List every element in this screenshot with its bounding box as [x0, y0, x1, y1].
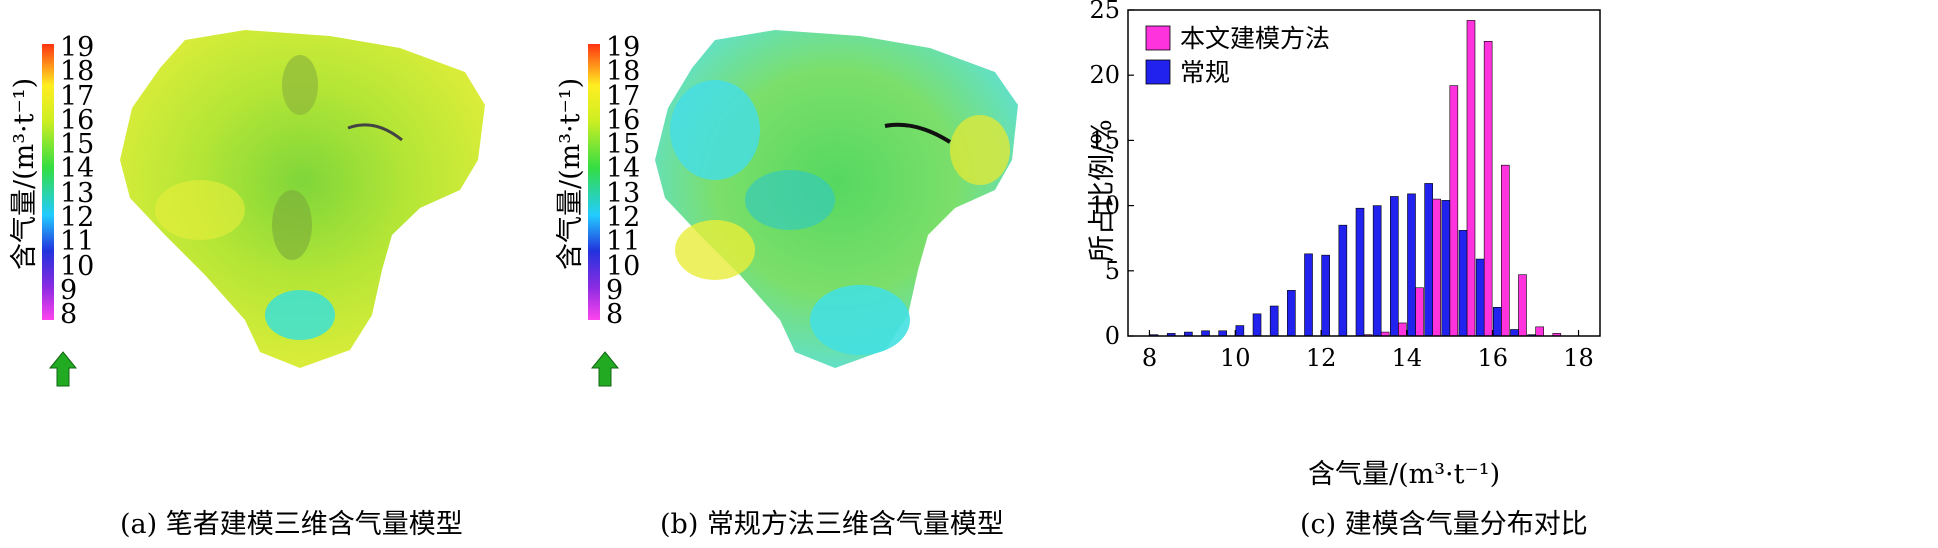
colorbar-ticks-a: 19 18 17 16 15 14 13 12 11 10 9 8 — [60, 32, 95, 331]
colorbar-b — [588, 44, 600, 320]
caption-a: (a) 笔者建模三维含气量模型 — [120, 509, 463, 540]
y-tick-label: 15 — [1089, 126, 1120, 154]
x-tick-label: 16 — [1477, 344, 1508, 372]
bar — [1398, 322, 1407, 337]
anomaly-a4 — [155, 180, 245, 240]
y-tick-label: 25 — [1089, 0, 1120, 24]
panel-b: 19 18 17 16 15 14 13 12 11 10 9 8 含气量/(m… — [540, 0, 1060, 548]
bar — [1535, 326, 1544, 337]
tick: 11 — [60, 226, 95, 258]
tick: 19 — [606, 32, 641, 63]
bar — [1269, 305, 1279, 337]
tick: 15 — [606, 129, 641, 161]
anomaly-b2 — [675, 220, 755, 280]
caption-b: (b) 常规方法三维含气量模型 — [660, 509, 1004, 540]
fault-line-b — [884, 122, 952, 144]
x-tick-label: 12 — [1306, 344, 1337, 372]
panel-a: 19 18 17 16 15 14 13 12 11 10 9 8 含气量/(m… — [0, 0, 620, 548]
model-map-b — [588, 30, 1018, 387]
tick: 13 — [60, 177, 95, 209]
y-axis-label: 所占比例/% — [1087, 119, 1118, 262]
tick: 8 — [60, 299, 78, 331]
tick: 14 — [60, 153, 95, 185]
tick: 10 — [606, 250, 641, 282]
model-map-a — [42, 30, 485, 387]
bar — [1372, 205, 1382, 337]
legend-label: 常规 — [1180, 58, 1230, 87]
legend-swatch — [1145, 25, 1171, 51]
anomaly-b1 — [670, 80, 760, 180]
bar — [1235, 325, 1245, 337]
tick: 9 — [606, 274, 624, 306]
tick: 19 — [60, 32, 95, 63]
bar — [1475, 258, 1485, 337]
bar — [1518, 274, 1527, 337]
bar — [1252, 313, 1262, 337]
bar — [1424, 183, 1433, 337]
colorbar-ticks-b: 19 18 17 16 15 14 13 12 11 10 9 8 — [606, 32, 641, 331]
plot-frame — [1127, 9, 1601, 337]
bar — [1321, 254, 1330, 337]
bar — [1390, 196, 1399, 337]
bar — [1510, 329, 1519, 337]
anomaly-a1 — [282, 55, 318, 115]
legend-swatch — [1145, 59, 1171, 85]
y-tick-label: 5 — [1105, 257, 1120, 285]
anomaly-a2 — [272, 190, 312, 260]
bar — [1432, 198, 1441, 337]
y-tick-label: 20 — [1089, 61, 1120, 89]
arrow-icon — [48, 351, 78, 387]
tick: 10 — [60, 250, 95, 282]
tick: 17 — [60, 80, 95, 112]
tick: 11 — [606, 226, 641, 258]
colorbar-label-b: 含气量/(m³·t⁻¹) — [555, 77, 586, 270]
anomaly-b4 — [950, 115, 1010, 185]
bar — [1501, 164, 1510, 337]
legend-label: 本文建模方法 — [1180, 24, 1330, 53]
bar — [1483, 40, 1493, 337]
y-tick-label: 0 — [1105, 322, 1120, 350]
y-tick-label: 10 — [1089, 192, 1120, 220]
x-tick-label: 18 — [1563, 344, 1594, 372]
colorbar-label-a: 含气量/(m³·t⁻¹) — [9, 77, 40, 270]
tick: 17 — [606, 80, 641, 112]
anomaly-b3 — [810, 285, 910, 355]
x-axis-label: 含气量/(m³·t⁻¹) — [1308, 459, 1501, 490]
tick: 8 — [606, 299, 624, 331]
tick: 14 — [606, 153, 641, 185]
x-tick-label: 10 — [1220, 344, 1251, 372]
bar — [1407, 193, 1416, 337]
anomaly-b5 — [745, 170, 835, 230]
caption-c: (c) 建模含气量分布对比 — [1300, 509, 1588, 540]
tick: 15 — [60, 129, 95, 161]
tick: 12 — [60, 202, 95, 234]
bar — [1466, 20, 1476, 337]
bar — [1287, 290, 1296, 337]
tick: 13 — [606, 177, 641, 209]
bar — [1415, 287, 1424, 337]
tick: 18 — [606, 56, 641, 88]
bar — [1449, 85, 1459, 337]
bar — [1304, 253, 1313, 337]
arrow-icon — [590, 351, 620, 387]
anomaly-a3 — [265, 290, 335, 340]
bar — [1441, 200, 1451, 337]
panel-c: 8 10 12 14 16 18 0 5 10 15 20 25 本文建模方法 常规 所占比例/% 含气量… — [1060, 0, 1938, 548]
x-tick-label: 14 — [1392, 344, 1423, 372]
tick: 12 — [606, 202, 641, 234]
bar — [1201, 330, 1210, 337]
fault-line-a — [347, 123, 403, 142]
x-tick-label: 8 — [1142, 344, 1157, 372]
tick: 16 — [60, 104, 95, 136]
bar — [1493, 307, 1502, 337]
bar — [1338, 224, 1348, 337]
bar — [1458, 230, 1468, 337]
tick: 9 — [60, 274, 78, 306]
tick: 16 — [606, 104, 641, 136]
bar — [1218, 330, 1227, 337]
tick: 18 — [60, 56, 95, 88]
colorbar-a — [42, 44, 54, 320]
bar — [1355, 207, 1365, 337]
